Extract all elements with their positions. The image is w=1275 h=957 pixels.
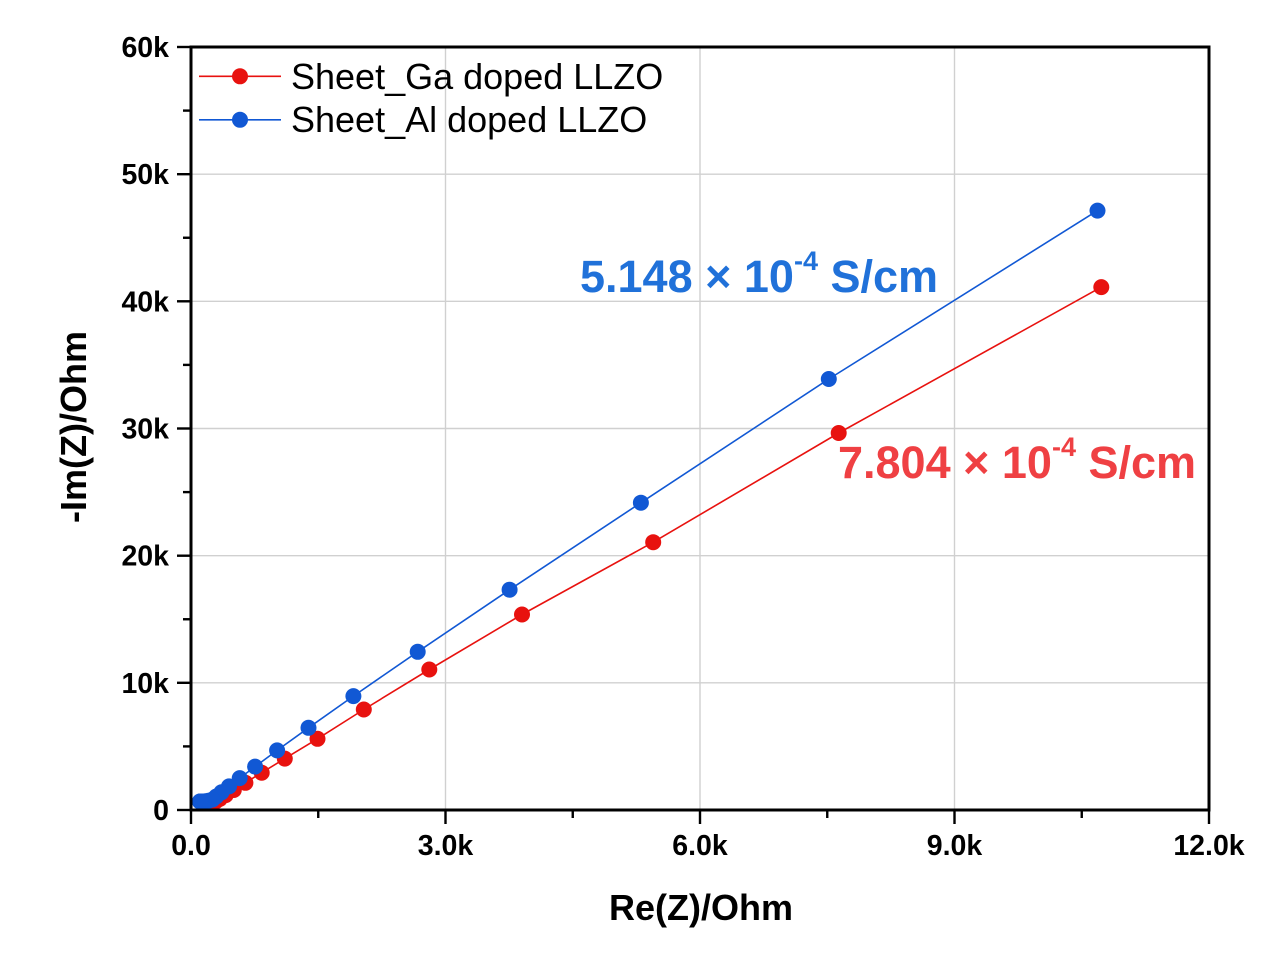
svg-text:Sheet_Al doped LLZO: Sheet_Al doped LLZO [291, 99, 647, 140]
svg-text:50k: 50k [121, 159, 169, 191]
svg-text:30k: 30k [121, 414, 169, 446]
svg-text:-Im(Z)/Ohm: -Im(Z)/Ohm [53, 331, 94, 523]
svg-text:40k: 40k [121, 286, 169, 318]
svg-text:10k: 10k [121, 668, 169, 700]
svg-text:12.0k: 12.0k [1173, 830, 1244, 862]
svg-text:Re(Z)/Ohm: Re(Z)/Ohm [609, 887, 793, 928]
svg-text:0.0: 0.0 [171, 830, 211, 862]
svg-text:5.148 × 10-4 S/cm: 5.148 × 10-4 S/cm [580, 246, 938, 302]
svg-text:60k: 60k [121, 32, 169, 64]
svg-text:3.0k: 3.0k [418, 830, 474, 862]
svg-text:0: 0 [153, 795, 169, 827]
svg-text:6.0k: 6.0k [672, 830, 728, 862]
svg-text:20k: 20k [121, 541, 169, 573]
svg-text:Sheet_Ga doped LLZO: Sheet_Ga doped LLZO [291, 56, 663, 97]
svg-text:9.0k: 9.0k [927, 830, 983, 862]
svg-text:7.804 × 10-4 S/cm: 7.804 × 10-4 S/cm [838, 432, 1196, 488]
